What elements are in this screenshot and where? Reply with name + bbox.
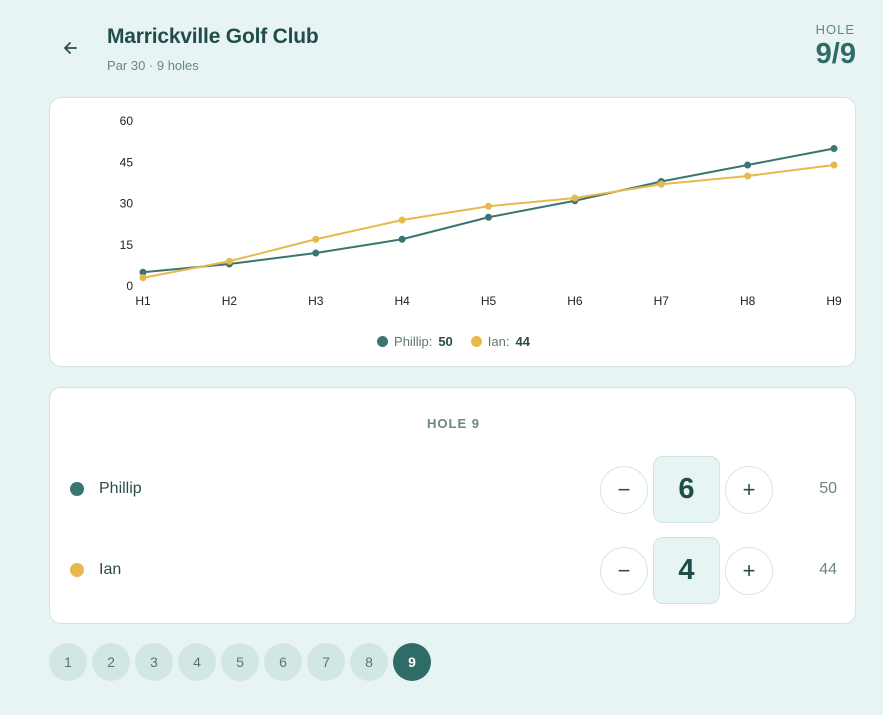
data-point-ian-h8 [744, 172, 752, 180]
hole-nav-4[interactable]: 4 [178, 643, 216, 681]
data-point-phillip-h8 [744, 161, 752, 169]
data-point-phillip-h4 [398, 235, 406, 243]
back-button[interactable] [54, 30, 86, 66]
data-point-ian-h4 [398, 216, 406, 224]
legend-name-ian: Ian: [487, 334, 510, 349]
hole-score[interactable]: 6 [653, 456, 720, 523]
course-subtitle: Par 30 · 9 holes [107, 58, 199, 73]
legend-item-ian: Ian: 44 [470, 334, 530, 349]
x-tick-label: H7 [654, 294, 670, 308]
legend-item-phillip: Phillip: 50 [377, 334, 453, 349]
legend-name-phillip: Phillip: [394, 334, 433, 349]
data-point-phillip-h1 [139, 268, 147, 276]
data-point-phillip-h5 [485, 213, 492, 221]
legend-dot-phillip [377, 336, 389, 347]
data-point-ian-h7 [657, 180, 665, 188]
data-point-ian-h9 [830, 161, 838, 169]
plus-icon: + [742, 558, 756, 583]
player-name: Phillip [99, 480, 142, 497]
x-tick-label: H1 [135, 294, 151, 308]
hole-nav-3[interactable]: 3 [135, 643, 173, 681]
x-tick-label: H8 [740, 294, 756, 308]
y-tick-label: 0 [126, 279, 133, 293]
hole-count: 9/9 [815, 38, 856, 70]
minus-icon: − [617, 477, 631, 502]
data-point-ian-h1 [139, 274, 147, 282]
scorecard: HOLE 9 Phillip − 6 + 50 Ian − 4 + 44 [49, 387, 856, 624]
data-point-ian-h6 [571, 194, 579, 202]
hole-nav-9[interactable]: 9 [393, 643, 431, 681]
hole-nav-2[interactable]: 2 [92, 643, 130, 681]
x-tick-label: H4 [394, 294, 410, 308]
data-point-ian-h2 [225, 257, 233, 265]
x-tick-label: H6 [567, 294, 583, 308]
hole-label: HOLE [815, 22, 855, 37]
legend-dot-ian [470, 336, 482, 347]
player-color-dot [70, 482, 84, 496]
y-tick-label: 45 [120, 155, 134, 169]
hole-nav-5[interactable]: 5 [221, 643, 259, 681]
minus-icon: − [617, 558, 631, 583]
data-point-ian-h3 [312, 235, 320, 243]
x-tick-label: H5 [481, 294, 497, 308]
score-chart: 0 15 30 45 60 H1 H2 H3 H4 H5 H6 H7 H8 H9 [120, 114, 842, 308]
legend-value-phillip: 50 [438, 334, 453, 349]
arrow-left-icon [64, 42, 77, 54]
current-hole-label: HOLE 9 [427, 416, 480, 431]
data-point-ian-h5 [485, 202, 492, 210]
player-total: 44 [819, 561, 837, 578]
legend-value-ian: 44 [515, 334, 530, 349]
page-title: Marrickville Golf Club [107, 25, 319, 48]
player-name: Ian [99, 561, 122, 578]
hole-nav-8[interactable]: 8 [350, 643, 388, 681]
series-line-phillip [142, 147, 835, 274]
hole-nav-6[interactable]: 6 [264, 643, 302, 681]
player-color-dot [70, 563, 84, 577]
y-tick-label: 30 [120, 197, 134, 211]
hole-score[interactable]: 4 [653, 537, 720, 604]
player-total: 50 [819, 480, 837, 497]
player-row-phillip: Phillip − 6 + 50 [50, 456, 857, 523]
chart-legend: Phillip: 50 Ian: 44 [50, 334, 857, 349]
decrement-score-button[interactable]: − [600, 547, 648, 595]
x-tick-label: H3 [308, 294, 324, 308]
header: Marrickville Golf Club Par 30 · 9 holes … [0, 0, 883, 92]
data-point-phillip-h3 [312, 249, 320, 257]
decrement-score-button[interactable]: − [600, 466, 648, 514]
increment-score-button[interactable]: + [725, 547, 773, 595]
y-tick-label: 15 [120, 238, 134, 252]
player-row-ian: Ian − 4 + 44 [50, 537, 857, 604]
data-point-phillip-h9 [830, 145, 838, 152]
x-tick-label: H9 [826, 294, 842, 308]
plus-icon: + [742, 477, 756, 502]
increment-score-button[interactable]: + [725, 466, 773, 514]
hole-nav-7[interactable]: 7 [307, 643, 345, 681]
chart-card: 0 15 30 45 60 H1 H2 H3 H4 H5 H6 H7 H8 H9 Phillip: 50 … [49, 97, 856, 367]
hole-nav-1[interactable]: 1 [49, 643, 87, 681]
x-tick-label: H2 [222, 294, 238, 308]
y-tick-label: 60 [120, 114, 134, 128]
